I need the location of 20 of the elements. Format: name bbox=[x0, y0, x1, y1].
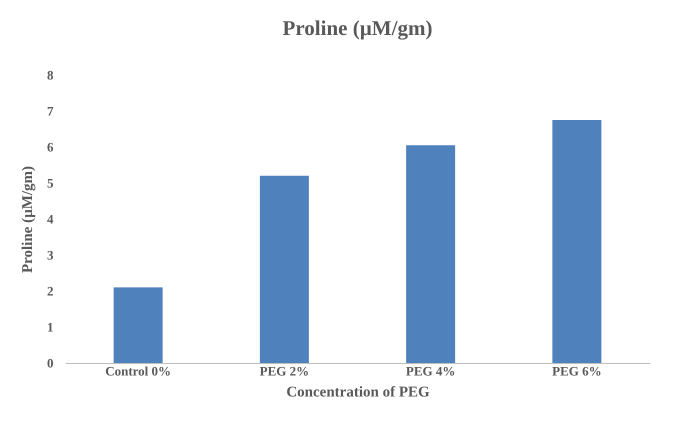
y-tick-label: 2 bbox=[47, 284, 54, 298]
y-tick-label: 7 bbox=[47, 104, 54, 118]
y-tick-label: 0 bbox=[47, 356, 54, 370]
bar bbox=[406, 145, 456, 363]
y-tick-label: 5 bbox=[47, 176, 54, 190]
bar bbox=[260, 176, 309, 363]
chart-title: Proline (µM/gm) bbox=[282, 16, 432, 40]
y-tick-label: 4 bbox=[47, 212, 54, 226]
y-tick-label: 3 bbox=[47, 248, 54, 262]
y-tick-label: 6 bbox=[47, 140, 54, 154]
bar bbox=[114, 287, 163, 363]
y-axis-title: Proline (µM/gm) bbox=[20, 166, 36, 274]
x-tick-label: PEG 6% bbox=[552, 364, 602, 378]
y-tick-label: 8 bbox=[47, 68, 54, 82]
x-axis-title: Concentration of PEG bbox=[286, 384, 430, 400]
x-tick-label: Control 0% bbox=[105, 364, 172, 378]
x-tick-label: PEG 2% bbox=[260, 364, 310, 378]
x-tick-label: PEG 4% bbox=[406, 364, 456, 378]
y-tick-label: 1 bbox=[47, 320, 54, 334]
bar bbox=[552, 120, 602, 363]
